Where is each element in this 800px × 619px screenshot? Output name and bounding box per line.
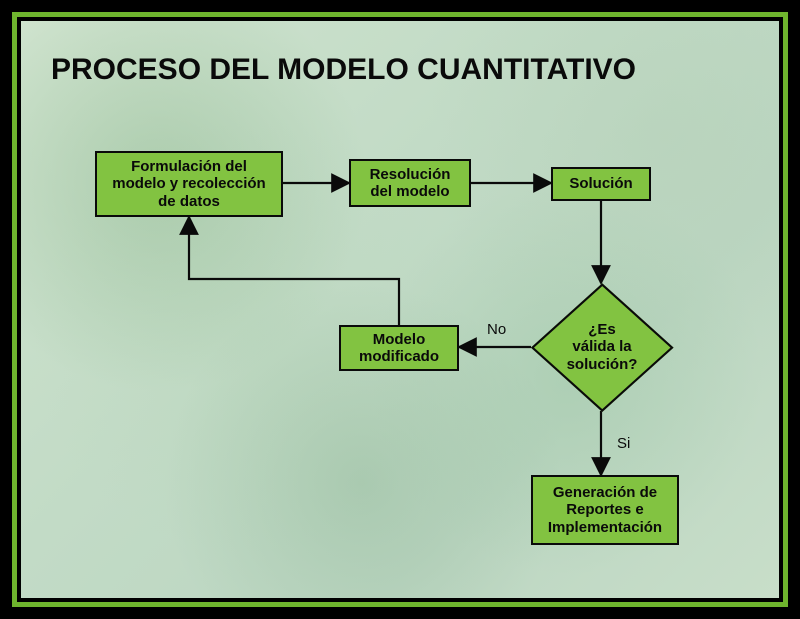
outer-frame: PROCESO DEL MODELO CUANTITATIVO Formulac…: [0, 0, 800, 619]
flowchart-canvas: PROCESO DEL MODELO CUANTITATIVO Formulac…: [21, 21, 779, 598]
node-n2: Resolucióndel modelo: [349, 159, 471, 207]
node-n4: ¿Esválida lasolución?: [531, 283, 673, 411]
node-n5: Modelomodificado: [339, 325, 459, 371]
edge-e5: [189, 217, 399, 325]
inner-frame: PROCESO DEL MODELO CUANTITATIVO Formulac…: [12, 12, 788, 607]
node-n1: Formulación delmodelo y recolecciónde da…: [95, 151, 283, 217]
edge-label-e4: No: [487, 321, 506, 338]
node-n3: Solución: [551, 167, 651, 201]
edge-label-e6: Si: [617, 435, 630, 452]
node-n6: Generación deReportes eImplementación: [531, 475, 679, 545]
